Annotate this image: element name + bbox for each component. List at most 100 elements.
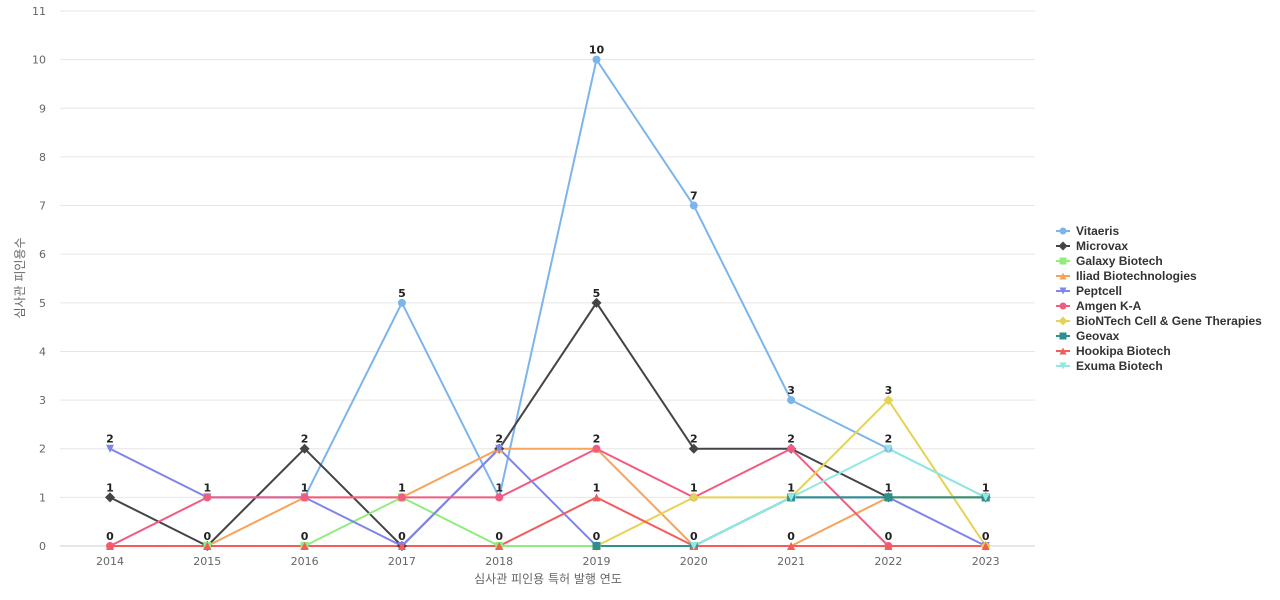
data-label: 10 bbox=[589, 44, 605, 57]
legend-label: Exuma Biotech bbox=[1076, 359, 1163, 373]
point-hookipa-biotech bbox=[981, 542, 990, 550]
y-tick-label: 6 bbox=[39, 248, 46, 261]
data-label: 0 bbox=[203, 530, 211, 543]
data-label: 0 bbox=[787, 530, 795, 543]
point-hookipa-biotech bbox=[592, 493, 601, 502]
data-label: 2 bbox=[593, 433, 601, 446]
point-biontech-cell-gene-therapies bbox=[883, 395, 894, 406]
point-hookipa-biotech bbox=[495, 542, 504, 550]
series-line-hookipa-biotech bbox=[110, 496, 986, 547]
legend-marker bbox=[1058, 241, 1068, 251]
data-label: 0 bbox=[398, 530, 406, 543]
data-label: 2 bbox=[301, 433, 309, 446]
point-hookipa-biotech bbox=[787, 542, 796, 550]
x-tick-label: 2017 bbox=[388, 555, 416, 568]
legend-item-amgen-k-a[interactable]: Amgen K-A bbox=[1056, 299, 1142, 313]
y-tick-label: 2 bbox=[39, 443, 46, 456]
y-tick-label: 3 bbox=[39, 394, 46, 407]
data-label: 2 bbox=[787, 433, 795, 446]
legend-label: Peptcell bbox=[1076, 284, 1122, 298]
point-exuma-biotech bbox=[689, 542, 698, 550]
legend-item-geovax[interactable]: Geovax bbox=[1056, 329, 1120, 343]
data-label: 7 bbox=[690, 190, 698, 203]
data-label: 0 bbox=[982, 530, 990, 543]
x-tick-label: 2022 bbox=[874, 555, 902, 568]
y-axis-ticks: 0 1 2 3 4 5 6 7 8 9 10 11 bbox=[32, 5, 46, 553]
x-tick-label: 2016 bbox=[291, 555, 319, 568]
series-line-exuma-biotech bbox=[693, 447, 987, 547]
data-label: 1 bbox=[787, 481, 795, 494]
legend-label: Microvax bbox=[1076, 239, 1128, 253]
point-exuma-biotech bbox=[981, 493, 990, 502]
legend-label: Iliad Biotechnologies bbox=[1076, 269, 1197, 283]
legend-marker bbox=[1059, 287, 1067, 295]
data-label: 0 bbox=[495, 530, 503, 543]
data-label: 5 bbox=[593, 287, 601, 300]
data-label: 2 bbox=[495, 433, 503, 446]
legend-item-hookipa-biotech[interactable]: Hookipa Biotech bbox=[1056, 344, 1171, 358]
legend-item-microvax[interactable]: Microvax bbox=[1056, 239, 1128, 253]
point-hookipa-biotech bbox=[106, 542, 114, 550]
point-hookipa-biotech bbox=[884, 542, 893, 550]
legend-item-biontech-cell-gene-therapies[interactable]: BioNTech Cell & Gene Therapies bbox=[1056, 314, 1262, 328]
x-axis-ticks: 2014 2015 2016 2017 2018 2019 2020 2021 2022 2023 bbox=[96, 555, 1000, 568]
x-tick-label: 2015 bbox=[193, 555, 221, 568]
data-label: 0 bbox=[690, 530, 698, 543]
data-label: 3 bbox=[787, 384, 795, 397]
point-vitaeris bbox=[592, 55, 601, 64]
y-tick-label: 8 bbox=[39, 151, 46, 164]
point-microvax bbox=[299, 443, 310, 454]
series-line-biontech-cell-gene-therapies bbox=[596, 399, 987, 547]
legend-item-exuma-biotech[interactable]: Exuma Biotech bbox=[1056, 359, 1163, 373]
data-label: 2 bbox=[106, 433, 114, 446]
legend-marker bbox=[1059, 257, 1067, 265]
y-tick-label: 7 bbox=[39, 200, 46, 213]
data-label: 1 bbox=[203, 481, 211, 494]
point-peptcell bbox=[106, 444, 114, 453]
legend-item-iliad-biotechnologies[interactable]: Iliad Biotechnologies bbox=[1056, 269, 1197, 283]
legend-label: Geovax bbox=[1076, 329, 1120, 343]
legend-item-peptcell[interactable]: Peptcell bbox=[1056, 284, 1122, 298]
data-label: 1 bbox=[301, 481, 309, 494]
legend-label: Amgen K-A bbox=[1076, 299, 1142, 313]
series-line-microvax bbox=[109, 301, 986, 547]
y-tick-label: 4 bbox=[39, 345, 46, 358]
y-tick-label: 11 bbox=[32, 5, 46, 18]
legend-item-vitaeris[interactable]: Vitaeris bbox=[1056, 224, 1119, 238]
y-tick-label: 10 bbox=[32, 54, 46, 67]
point-amgen-k-a bbox=[397, 493, 406, 502]
point-peptcell bbox=[495, 444, 504, 453]
point-hookipa-biotech bbox=[397, 542, 406, 550]
legend-marker bbox=[1059, 227, 1067, 235]
y-tick-label: 9 bbox=[39, 102, 46, 115]
data-label: 1 bbox=[106, 481, 114, 494]
point-hookipa-biotech bbox=[203, 542, 212, 550]
legend-item-galaxy-biotech[interactable]: Galaxy Biotech bbox=[1056, 254, 1163, 268]
x-tick-label: 2020 bbox=[680, 555, 708, 568]
data-label: 1 bbox=[690, 481, 698, 494]
data-label: 0 bbox=[593, 530, 601, 543]
legend-marker bbox=[1059, 302, 1067, 310]
data-label: 1 bbox=[885, 481, 893, 494]
point-amgen-k-a bbox=[495, 493, 504, 502]
legend-label: Hookipa Biotech bbox=[1076, 344, 1171, 358]
data-label: 2 bbox=[690, 433, 698, 446]
point-geovax bbox=[884, 493, 893, 502]
point-microvax bbox=[688, 443, 699, 454]
x-tick-label: 2023 bbox=[972, 555, 1000, 568]
x-tick-label: 2019 bbox=[583, 555, 611, 568]
data-label: 0 bbox=[106, 530, 114, 543]
x-tick-label: 2021 bbox=[777, 555, 805, 568]
point-vitaeris bbox=[689, 201, 698, 210]
x-tick-label: 2014 bbox=[96, 555, 124, 568]
y-tick-label: 0 bbox=[39, 540, 46, 553]
point-amgen-k-a bbox=[203, 493, 212, 502]
y-tick-label: 1 bbox=[39, 491, 46, 504]
point-biontech-cell-gene-therapies bbox=[688, 492, 699, 503]
point-amgen-k-a bbox=[592, 444, 601, 453]
point-hookipa-biotech bbox=[300, 542, 309, 550]
legend-label: Vitaeris bbox=[1076, 224, 1119, 238]
